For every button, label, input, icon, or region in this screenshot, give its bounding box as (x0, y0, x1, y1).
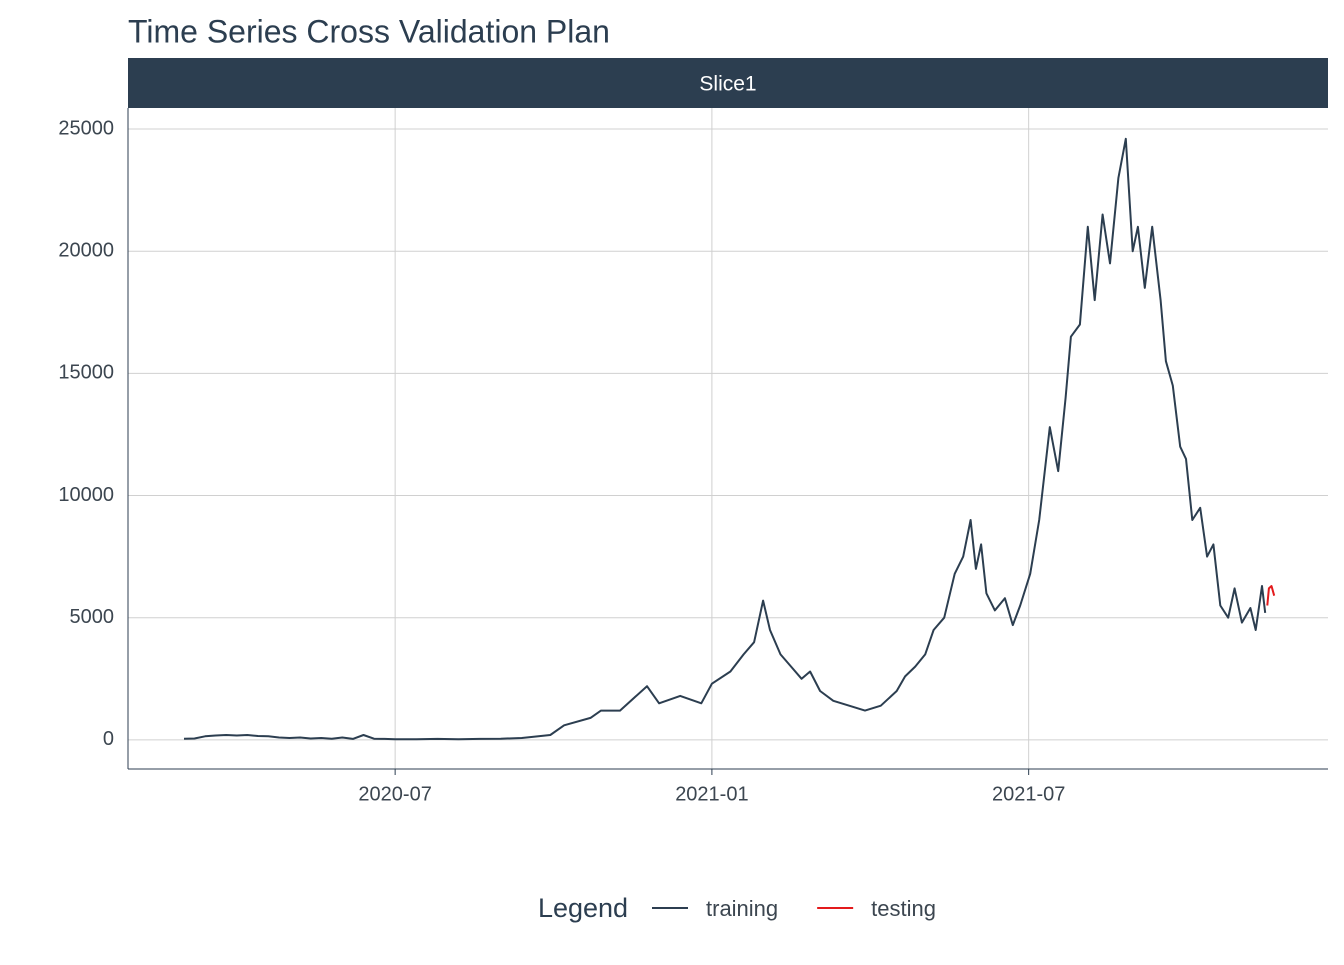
y-tick-label: 20000 (58, 239, 114, 261)
x-tick-label: 2021-01 (675, 783, 748, 805)
y-tick-label: 10000 (58, 484, 114, 506)
series-line (1266, 585, 1276, 606)
facet-label: Slice1 (699, 73, 756, 96)
y-tick-label: 5000 (70, 606, 115, 628)
series-line (183, 137, 1267, 741)
chart-title: Time Series Cross Validation Plan (128, 13, 610, 49)
y-tick-label: 0 (103, 728, 114, 750)
legend-label: testing (871, 896, 936, 921)
x-tick-label: 2021-07 (992, 783, 1065, 805)
y-tick-label: 15000 (58, 362, 114, 384)
y-tick-label: 25000 (58, 117, 114, 139)
facet-strip (128, 58, 1328, 108)
legend-label: training (706, 896, 778, 921)
legend-title: Legend (538, 893, 628, 923)
x-tick-label: 2020-07 (358, 783, 431, 805)
